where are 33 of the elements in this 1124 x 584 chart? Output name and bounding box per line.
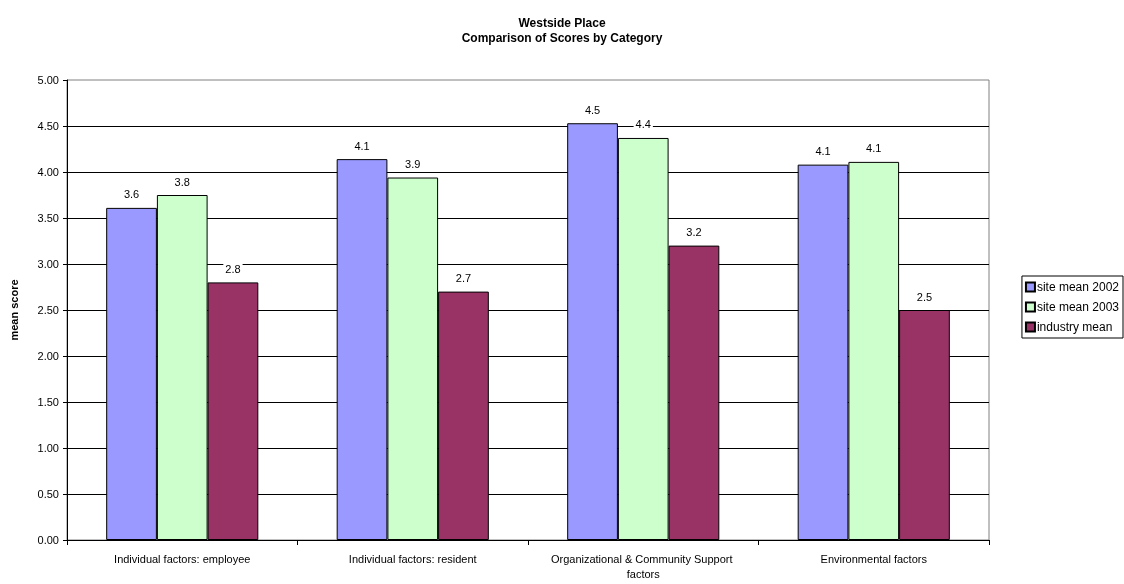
data-label: 3.2 (686, 226, 702, 239)
data-label: 3.8 (174, 175, 190, 188)
data-label: 4.1 (866, 142, 882, 155)
y-tick-label: 3.50 (37, 212, 59, 224)
data-label: 4.1 (354, 139, 370, 152)
y-tick-label: 5.00 (37, 74, 59, 86)
y-tick-label: 2.50 (37, 304, 59, 316)
data-label: 2.8 (225, 262, 241, 275)
chart-title: Westside Place (518, 16, 606, 30)
y-tick-label: 2.00 (37, 350, 59, 362)
data-label: 3.6 (123, 188, 140, 201)
x-tick-label: Individual factors: employee (114, 552, 251, 565)
legend-label: site mean 2003 (1036, 300, 1120, 314)
data-label: 3.9 (405, 158, 421, 171)
y-tick-label: 1.00 (37, 442, 59, 454)
legend-label: site mean 2002 (1036, 280, 1120, 294)
x-tick-label: Environmental factors (820, 552, 928, 565)
y-tick-label: 0.50 (37, 488, 59, 500)
x-tick-label: Organizational & Community Support factors (550, 552, 736, 580)
y-tick-label: 4.50 (37, 120, 59, 132)
data-label: 4.4 (635, 118, 651, 131)
y-tick-label: 3.00 (37, 258, 59, 270)
legend-label: industry mean (1036, 320, 1113, 334)
data-label: 2.7 (455, 272, 472, 285)
data-label: 4.5 (584, 103, 601, 116)
y-tick-label: 0.00 (37, 534, 59, 546)
x-tick-label: Individual factors: resident (348, 552, 477, 565)
chart-subtitle: Comparison of Scores by Category (461, 31, 663, 45)
y-axis-title: mean score (7, 279, 20, 341)
y-tick-label: 4.00 (37, 166, 59, 178)
data-label: 2.5 (916, 290, 933, 303)
data-label: 4.1 (815, 145, 831, 158)
y-tick-label: 1.50 (37, 396, 59, 408)
